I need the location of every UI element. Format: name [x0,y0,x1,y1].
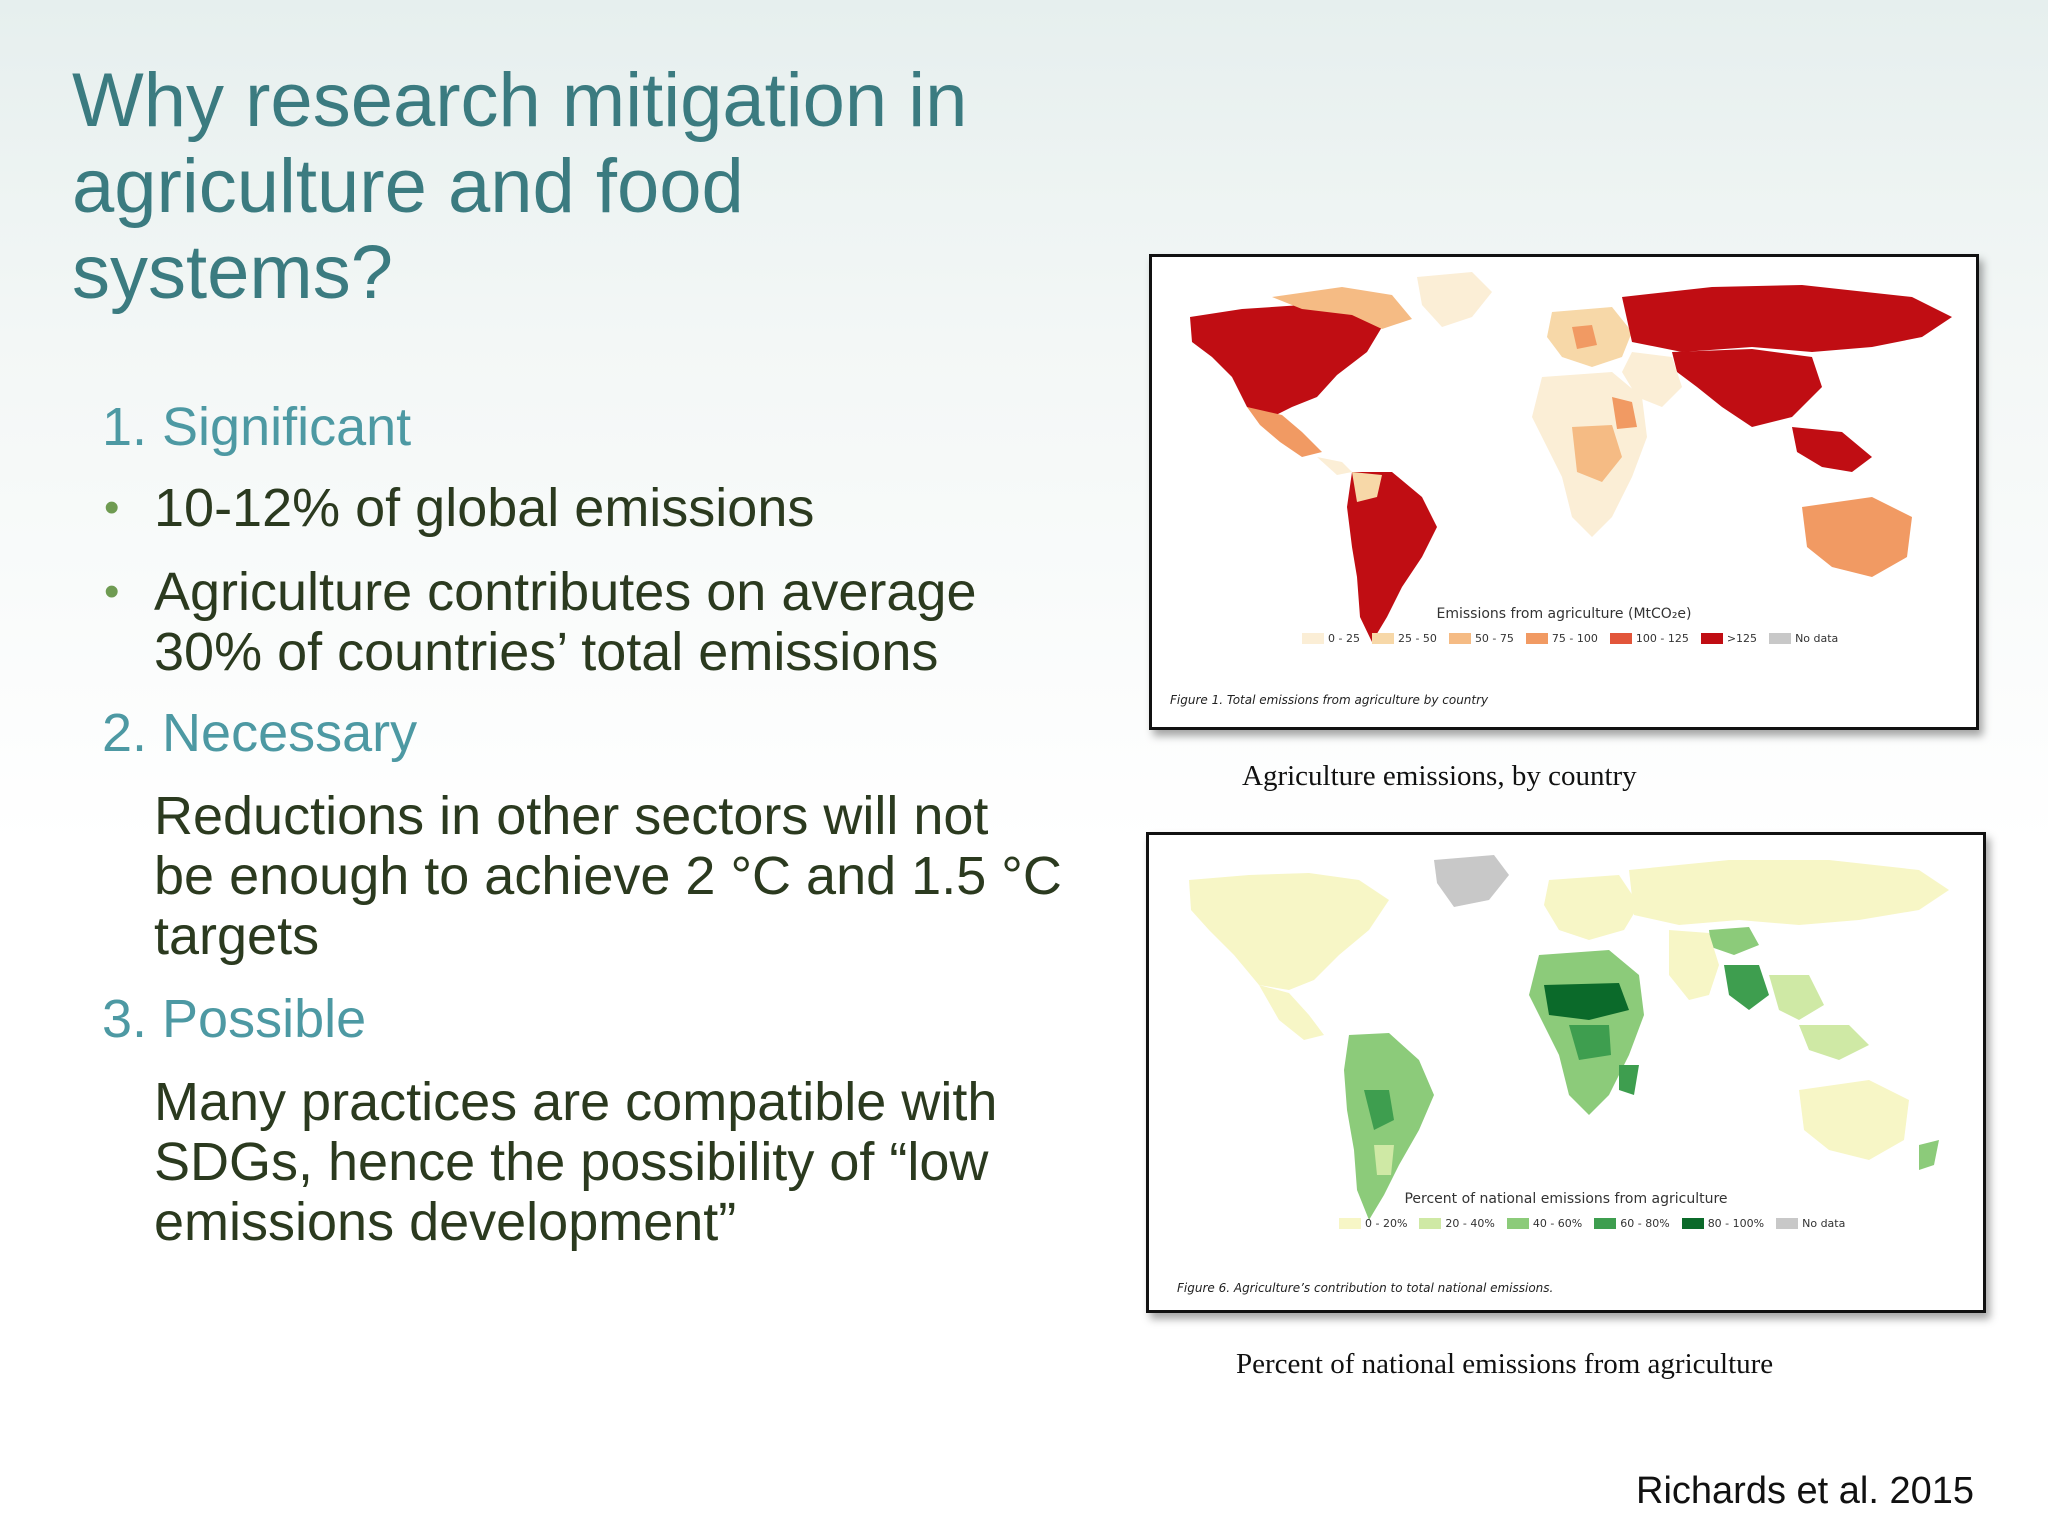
legend-swatch [1769,633,1792,644]
legend-swatch [1506,1218,1529,1229]
figure1-note: Figure 1. Total emissions from agricultu… [1170,693,1489,707]
section-heading-possible: 3. Possible [102,989,367,1049]
agriculture-share-world-map [1189,855,1949,1220]
bullet-country-share: • Agriculture contributes on average 30%… [102,562,1062,682]
figure2-note: Figure 6. Agriculture’s contribution to … [1177,1281,1554,1295]
figure2-legend-item: 20 - 40% [1419,1217,1495,1230]
legend-swatch [1371,633,1394,644]
bullet-dot: • [104,483,120,532]
bullet-dot: • [104,567,120,616]
legend-label: No data [1802,1217,1846,1230]
figure2-legend-item: 40 - 60% [1506,1217,1583,1230]
figure2-legend-item: 60 - 80% [1594,1217,1670,1230]
legend-label: 0 - 25 [1328,632,1360,645]
figure2-legend-title: Percent of national emissions from agric… [1404,1191,1728,1207]
legend-swatch [1776,1218,1799,1229]
slide-title: Why research mitigation in agriculture a… [72,58,968,315]
bullet-text: Agriculture contributes on average 30% o… [154,562,977,682]
figure2-caption: Percent of national emissions from agric… [1236,1348,1774,1380]
emissions-map-figure: Emissions from agriculture (MtCO₂e) 0 - … [1149,254,1979,730]
legend-label: >125 [1726,632,1758,645]
figure2-legend: 0 - 20% 20 - 40% 40 - 60% 60 - 80% 80 - 100%… [1339,1217,1851,1230]
figure1-caption: Agriculture emissions, by country [1242,760,1637,792]
legend-label: 80 - 100% [1707,1217,1765,1230]
legend-label: 20 - 40% [1445,1217,1495,1230]
bullet-global-emissions: • 10-12% of global emissions [102,478,1062,538]
legend-label: 0 - 20% [1365,1217,1408,1230]
possible-text: Many practices are compatible with SDGs,… [154,1072,998,1252]
figure1-legend-item: 25 - 50 [1371,632,1437,645]
legend-swatch [1609,633,1632,644]
necessary-text: Reductions in other sectors will not be … [154,786,1062,966]
figure1-legend-item: 50 - 75 [1448,632,1514,645]
figure1-legend-item: 0 - 25 [1302,632,1360,645]
legend-label: 25 - 50 [1397,632,1437,645]
citation: Richards et al. 2015 [1636,1470,1974,1512]
agriculture-share-map-figure: Percent of national emissions from agric… [1146,832,1986,1313]
legend-label: 40 - 60% [1532,1217,1583,1230]
figure2-legend-item: No data [1776,1217,1845,1230]
legend-swatch [1525,633,1548,644]
section-heading-necessary: 2. Necessary [102,703,418,763]
figure2-legend-item: 0 - 20% [1339,1217,1407,1230]
legend-label: 50 - 75 [1474,632,1514,645]
emissions-world-map [1190,272,1952,642]
legend-swatch [1594,1218,1617,1229]
legend-swatch [1700,633,1723,644]
legend-label: No data [1795,632,1839,645]
figure1-legend-item: No data [1769,632,1838,645]
figure1-legend: 0 - 25 25 - 50 50 - 75 75 - 100 100 - 125 >12… [1302,632,1844,645]
legend-label: 100 - 125 [1635,632,1689,645]
figure1-legend-item: 100 - 125 [1609,632,1689,645]
legend-label: 75 - 100 [1551,632,1598,645]
section-heading-significant: 1. Significant [102,397,412,457]
figure1-legend-title: Emissions from agriculture (MtCO₂e) [1436,606,1692,622]
legend-label: 60 - 80% [1620,1217,1670,1230]
figure1-legend-item: >125 [1700,632,1758,645]
legend-swatch [1302,633,1324,644]
legend-swatch [1419,1218,1442,1229]
legend-swatch [1681,1218,1704,1229]
figure1-legend-item: 75 - 100 [1525,632,1598,645]
slide-content: 1. Significant • 10-12% of global emissi… [102,396,1062,1252]
legend-swatch [1448,633,1471,644]
legend-swatch [1339,1218,1361,1229]
bullet-text: 10-12% of global emissions [154,478,815,538]
figure2-legend-item: 80 - 100% [1681,1217,1765,1230]
